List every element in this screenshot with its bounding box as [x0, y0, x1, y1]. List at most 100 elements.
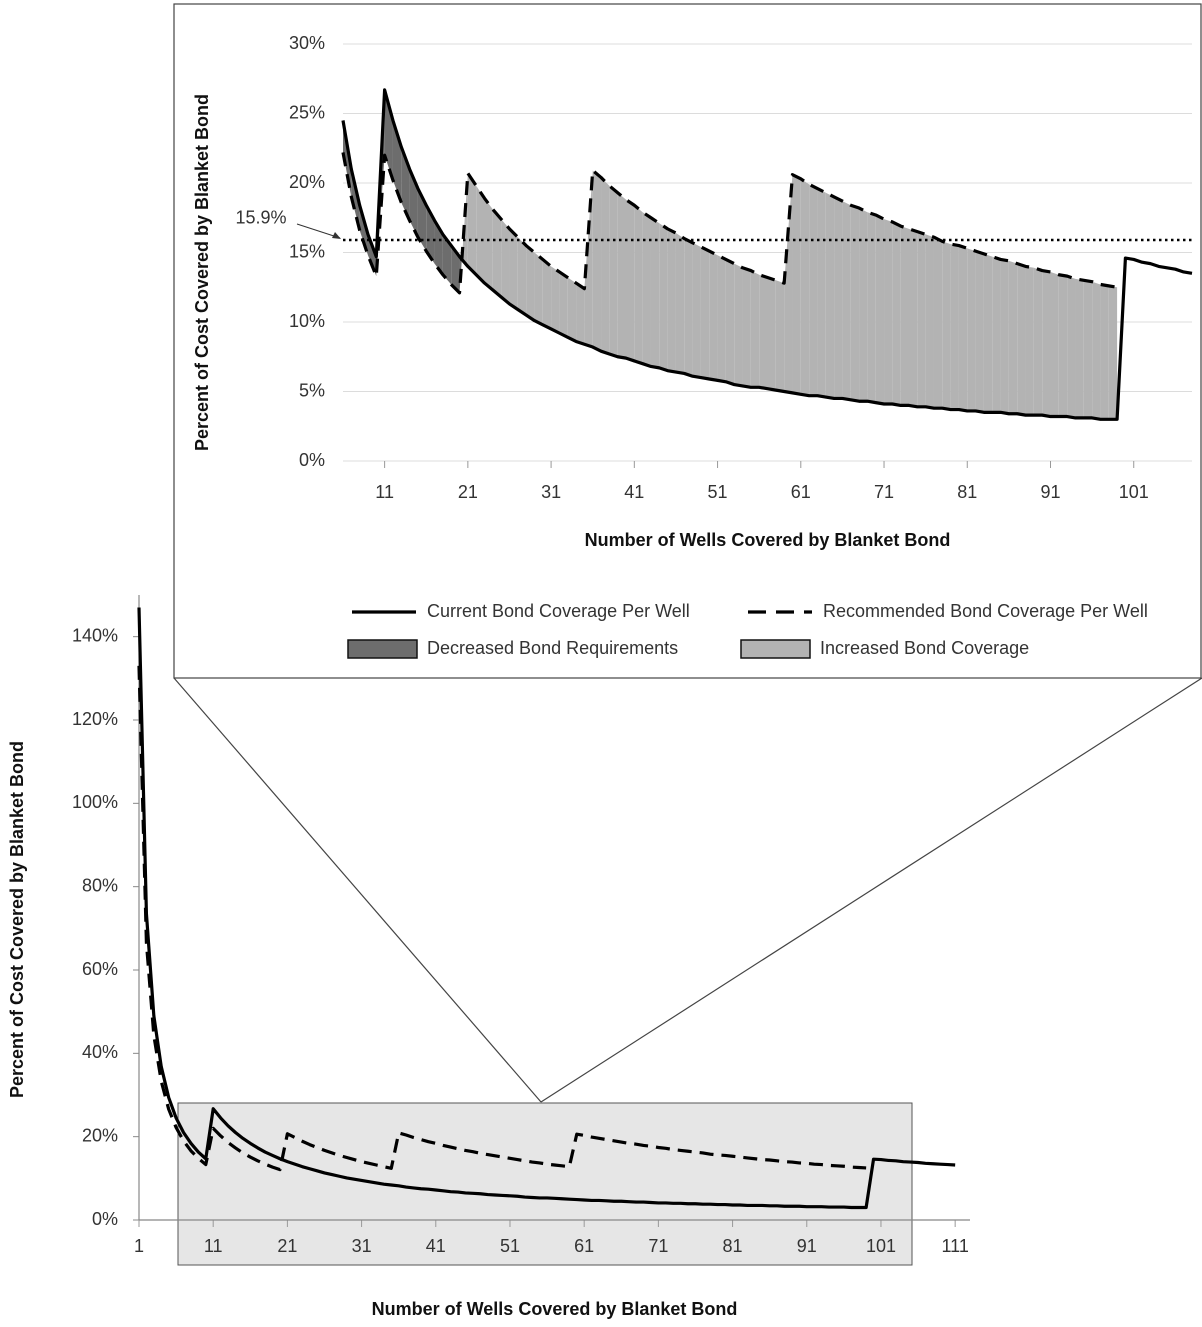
x-tick-label: 101 [1119, 482, 1149, 502]
fill-area [650, 217, 660, 368]
y-tick-label: 20% [289, 172, 325, 192]
fill-area [509, 228, 518, 310]
fill-area [367, 234, 377, 277]
x-tick-label: 91 [797, 1236, 817, 1256]
y-tick-label: 40% [82, 1042, 118, 1062]
fill-area [634, 205, 643, 364]
fill-area [1025, 266, 1034, 416]
fill-area [717, 255, 726, 382]
fill-area [476, 185, 485, 284]
x-tick-label: 61 [791, 482, 811, 502]
x-tick-label: 31 [541, 482, 561, 502]
y-tick-label: 5% [299, 380, 325, 400]
fill-area [917, 231, 926, 407]
legend-swatch [740, 639, 811, 659]
fill-area [1092, 281, 1101, 420]
fill-area [1017, 263, 1026, 416]
fill-area [1000, 259, 1009, 414]
fill-area [909, 228, 918, 407]
fill-area [601, 177, 610, 354]
x-tick-label: 21 [458, 482, 478, 502]
fill-area [434, 220, 443, 275]
fill-area [484, 198, 493, 291]
y-tick-label: 30% [289, 33, 325, 53]
x-tick-label: 31 [352, 1236, 372, 1256]
y-tick-label: 10% [289, 311, 325, 331]
fill-area [1108, 285, 1118, 420]
x-tick-label: 41 [624, 482, 644, 502]
fill-area [742, 267, 751, 388]
fill-area [792, 174, 801, 395]
fill-area [442, 234, 452, 285]
fill-area [967, 248, 976, 411]
reference-arrowhead [332, 231, 341, 239]
fill-area [709, 251, 718, 381]
fill-area [492, 209, 502, 297]
fill-area [775, 280, 785, 392]
fill-area [817, 188, 826, 398]
fill-area [567, 277, 577, 342]
y-tick-label: 60% [82, 959, 118, 979]
zoom-region [177, 1102, 913, 1266]
fill-area [725, 259, 735, 385]
y-tick-label: 140% [72, 625, 118, 645]
fill-area [675, 233, 685, 374]
x-tick-label: 11 [375, 482, 394, 502]
fill-area [501, 219, 510, 304]
fill-area [659, 223, 668, 371]
x-tick-label: 21 [277, 1236, 297, 1256]
x-tick-label: 71 [874, 482, 894, 502]
x-tick-label: 41 [426, 1236, 446, 1256]
fill-area [559, 271, 568, 338]
fill-area [975, 251, 984, 413]
fill-area [750, 270, 760, 388]
fill-area [884, 219, 893, 405]
x-tick-label: 51 [708, 482, 728, 502]
fill-area [842, 201, 851, 400]
fill-area [542, 259, 552, 329]
fill-area [517, 237, 527, 316]
series-line [341, 152, 1118, 295]
fill-area [950, 244, 959, 410]
x-tick-label: 91 [1040, 482, 1060, 502]
fill-area [992, 256, 1001, 413]
fill-area [942, 241, 951, 410]
fill-area [834, 196, 843, 399]
fill-area [800, 178, 810, 396]
fill-area [551, 266, 560, 334]
fill-area [767, 277, 776, 391]
fill-area [1075, 278, 1084, 418]
fill-area [1042, 270, 1051, 417]
legend-label: Increased Bond Coverage [820, 638, 1029, 658]
x-tick-label: 71 [648, 1236, 668, 1256]
x-tick-label: 101 [866, 1236, 896, 1256]
x-tick-label: 81 [957, 482, 977, 502]
fill-area [1050, 271, 1059, 417]
x-tick-label: 1 [134, 1236, 144, 1256]
legend-label: Recommended Bond Coverage Per Well [823, 601, 1148, 621]
series-line [137, 665, 867, 1172]
fill-area [958, 245, 968, 411]
legend-swatch [347, 639, 418, 659]
y-tick-label: 120% [72, 709, 118, 729]
fill-area [933, 237, 943, 409]
fill-area [1033, 267, 1043, 416]
legend-label: Decreased Bond Requirements [427, 638, 678, 658]
inset-chart: 0% 5% 10% 15% 20% 25% 30% 11 21 31 41 51 61 71 81 91 101… [192, 33, 1193, 659]
fill-area [692, 242, 701, 378]
x-axis-title: Number of Wells Covered by Blanket Bond [372, 1299, 738, 1319]
fill-area [983, 253, 993, 413]
fill-area [461, 173, 468, 267]
y-tick-label: 80% [82, 875, 118, 895]
zoom-line [173, 677, 542, 1103]
fill-area [859, 208, 868, 402]
fill-area [875, 214, 885, 405]
y-tick-label: 25% [289, 102, 325, 122]
fill-area [626, 199, 635, 361]
fill-area [609, 185, 618, 357]
fill-area [700, 246, 710, 379]
y-axis-title: Percent of Cost Covered by Blanket Bond [192, 94, 212, 451]
y-tick-label: 0% [92, 1209, 118, 1229]
fill-area [867, 212, 876, 403]
